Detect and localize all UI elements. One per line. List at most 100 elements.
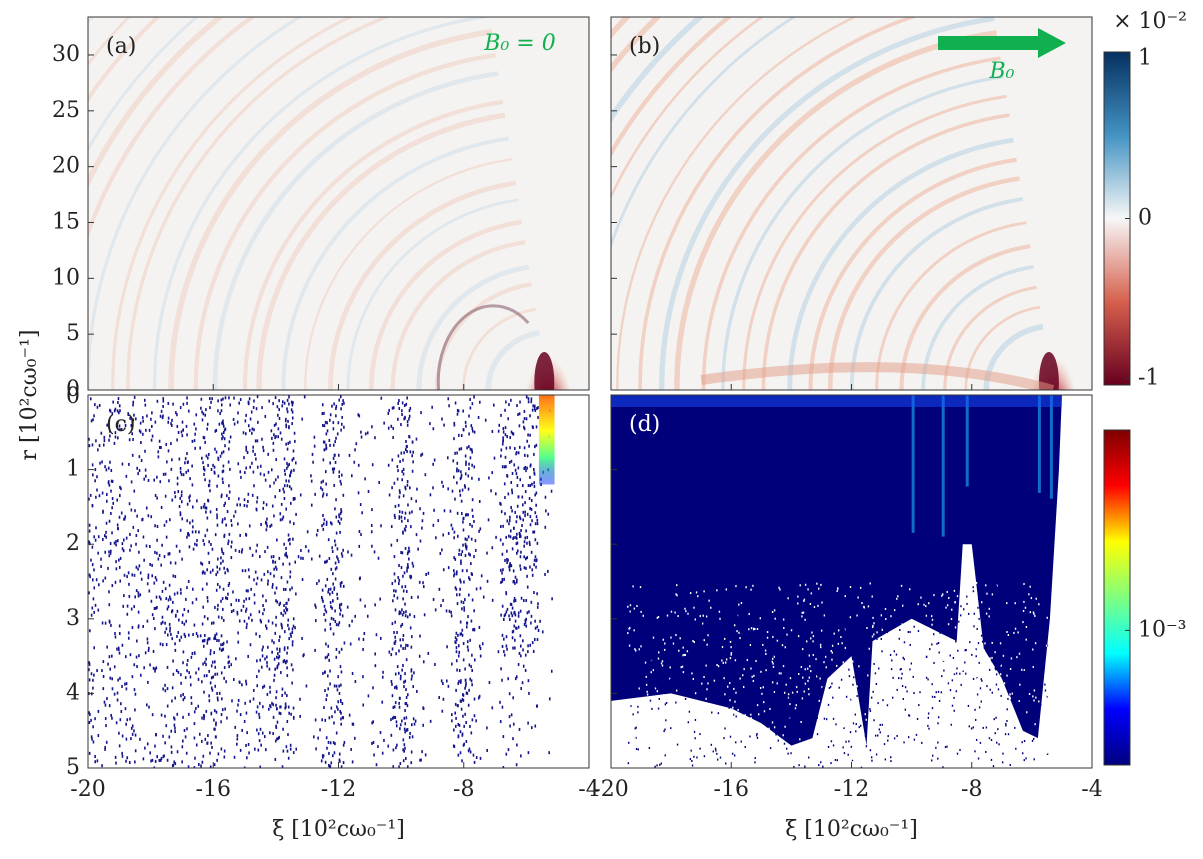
particle [222, 469, 225, 473]
particle [156, 551, 158, 555]
particle [504, 426, 507, 430]
particle [695, 730, 697, 733]
particle [818, 744, 820, 747]
particle [293, 468, 295, 472]
particle [221, 518, 224, 522]
particle [725, 588, 728, 591]
particle [310, 474, 312, 478]
particle [166, 607, 169, 611]
particle [176, 591, 179, 595]
particle [886, 704, 889, 707]
particle [102, 443, 105, 447]
particle [882, 766, 884, 768]
particle [983, 666, 985, 669]
particle [528, 610, 530, 614]
particle [461, 569, 464, 573]
particle [393, 513, 396, 517]
particle [801, 619, 803, 622]
particle [529, 507, 531, 511]
particle [109, 667, 111, 671]
particle [220, 713, 223, 717]
particle [534, 409, 537, 413]
particle [350, 747, 352, 751]
particle [450, 713, 453, 717]
particle [231, 699, 233, 703]
particle [629, 626, 631, 629]
particle [454, 451, 456, 455]
particle [140, 441, 142, 445]
particle [706, 688, 708, 691]
particle [202, 505, 205, 509]
particle [254, 452, 256, 456]
particle [694, 737, 696, 740]
particle [547, 512, 550, 516]
particle [286, 601, 288, 605]
particle [811, 628, 813, 631]
particle [651, 645, 653, 648]
particle [465, 513, 468, 517]
particle [749, 735, 751, 738]
particle [255, 710, 258, 714]
particle [92, 725, 94, 729]
particle [402, 638, 404, 642]
particle [525, 617, 527, 621]
particle [220, 493, 223, 497]
particle [687, 721, 690, 724]
particle [113, 541, 116, 545]
particle [146, 582, 149, 586]
particle [180, 430, 183, 434]
particle [282, 749, 285, 753]
particle [388, 493, 391, 497]
particle [207, 733, 209, 737]
particle [669, 729, 671, 732]
particle [124, 424, 127, 428]
particle [690, 749, 692, 752]
particle [1046, 616, 1048, 619]
particle [448, 609, 451, 613]
particle [511, 471, 514, 475]
particle [786, 633, 788, 636]
particle [209, 649, 212, 653]
particle [251, 427, 254, 431]
particle [411, 469, 414, 473]
particle [1046, 694, 1049, 697]
particle [343, 641, 346, 645]
particle [324, 628, 326, 632]
particle [716, 758, 719, 761]
particle [529, 414, 531, 418]
particle [753, 674, 755, 677]
particle [275, 703, 277, 707]
particle [711, 709, 713, 712]
particle [982, 600, 984, 603]
particle [735, 741, 737, 744]
particle [865, 704, 867, 707]
particle [1025, 647, 1028, 650]
particle [534, 511, 537, 515]
particle [130, 544, 132, 548]
particle [499, 720, 502, 724]
particle [628, 583, 631, 586]
particle [408, 546, 410, 550]
particle [425, 572, 427, 576]
particle [991, 593, 994, 596]
particle [533, 638, 536, 642]
particle [506, 561, 508, 565]
particle [339, 710, 342, 714]
particle [159, 758, 162, 762]
particle [209, 751, 211, 755]
particle [165, 520, 168, 524]
particle [263, 684, 266, 688]
particle [145, 474, 147, 478]
particle [337, 453, 340, 457]
particle [244, 569, 247, 573]
particle [176, 413, 178, 417]
particle [643, 706, 646, 709]
particle [536, 541, 539, 545]
particle [193, 710, 196, 714]
particle [180, 694, 182, 698]
particle [716, 663, 718, 666]
particle [1032, 695, 1034, 698]
particle [404, 702, 407, 706]
particle [711, 711, 713, 714]
particle [506, 549, 508, 553]
